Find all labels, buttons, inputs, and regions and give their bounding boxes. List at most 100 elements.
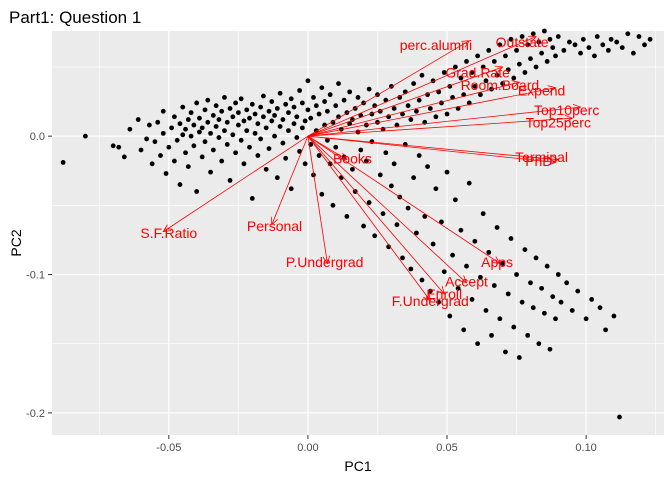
data-point [405, 103, 411, 109]
data-point [188, 110, 194, 116]
data-point [205, 119, 211, 125]
data-point [586, 45, 592, 51]
data-point [308, 115, 314, 121]
data-point [478, 92, 483, 98]
data-point [580, 36, 586, 42]
data-point [388, 183, 394, 189]
data-point [597, 305, 603, 311]
x-tick-label: 0.00 [297, 442, 318, 454]
data-point [127, 126, 133, 132]
data-point [411, 175, 417, 181]
data-point [614, 39, 620, 45]
data-point [183, 150, 188, 156]
data-point [180, 104, 186, 110]
loading-label: S.F.Ratio [140, 225, 197, 241]
data-point [611, 313, 617, 319]
loading-label: Top10perc [534, 102, 599, 118]
data-point [480, 211, 486, 217]
data-point [619, 45, 625, 51]
loading-arrow [307, 87, 556, 137]
data-point [533, 64, 539, 70]
data-point [286, 128, 291, 134]
data-point [561, 47, 567, 53]
data-point [553, 53, 558, 59]
data-point [302, 118, 308, 124]
data-point [255, 121, 261, 127]
data-point [475, 341, 481, 347]
data-point [172, 158, 177, 164]
loading-arrowhead [491, 256, 501, 264]
data-point [272, 112, 277, 118]
data-point [533, 255, 539, 261]
data-point [478, 274, 483, 280]
data-point [544, 263, 550, 269]
data-point [347, 89, 353, 95]
data-point [575, 288, 581, 294]
data-point [472, 238, 478, 244]
data-point [160, 108, 166, 114]
data-point [553, 316, 558, 322]
data-point [224, 142, 230, 147]
y-tick-label: 0.0 [30, 131, 45, 143]
data-point [522, 70, 528, 75]
data-point [158, 153, 163, 158]
loading-arrow [307, 106, 581, 137]
data-point [330, 119, 336, 125]
data-point [514, 272, 519, 277]
data-point [361, 223, 366, 229]
loading-arrow [307, 135, 559, 161]
data-point [550, 294, 556, 300]
data-point [336, 81, 341, 86]
loading-label: Terminal [515, 149, 568, 165]
y-axis: 0.0 -0.1 -0.2 [26, 131, 52, 420]
data-point [444, 169, 450, 175]
loading-label: P.Undergrad [286, 254, 364, 270]
data-point [433, 186, 439, 192]
data-point [219, 158, 225, 164]
loading-arrowhead [547, 85, 557, 93]
data-point [419, 72, 425, 78]
data-point [319, 85, 325, 91]
loading-arrow [307, 81, 520, 137]
data-point [294, 114, 300, 120]
data-point [288, 186, 294, 192]
data-point [605, 47, 611, 53]
data-point [636, 34, 642, 39]
data-point [536, 39, 542, 45]
data-point [514, 47, 519, 53]
data-point [583, 316, 589, 322]
data-point [224, 119, 230, 125]
data-point [261, 93, 266, 99]
data-point [230, 114, 236, 120]
data-point [408, 266, 414, 272]
data-point [227, 106, 233, 111]
data-point [169, 125, 175, 131]
data-point [372, 103, 378, 109]
data-point [541, 28, 547, 34]
data-point [469, 297, 475, 302]
data-point [439, 219, 444, 225]
data-point [536, 341, 542, 347]
data-point [486, 249, 492, 255]
data-point [541, 310, 547, 316]
data-point [472, 83, 478, 89]
data-point [494, 225, 500, 230]
data-point [297, 88, 302, 93]
loading-arrow [307, 136, 328, 264]
data-point [155, 119, 161, 125]
data-point [500, 81, 506, 86]
data-point [219, 108, 225, 114]
data-point [177, 121, 183, 127]
x-tick-label: 0.05 [436, 442, 457, 454]
data-point [372, 233, 378, 239]
data-point [163, 171, 169, 176]
data-point [528, 280, 533, 286]
data-point [400, 255, 405, 261]
data-point [491, 283, 497, 288]
data-point [530, 31, 536, 37]
data-point [333, 144, 339, 150]
data-point [188, 133, 194, 139]
minor-gridlines [52, 31, 664, 435]
loading-arrowhead [572, 104, 582, 112]
loading-arrowhead [436, 286, 445, 295]
